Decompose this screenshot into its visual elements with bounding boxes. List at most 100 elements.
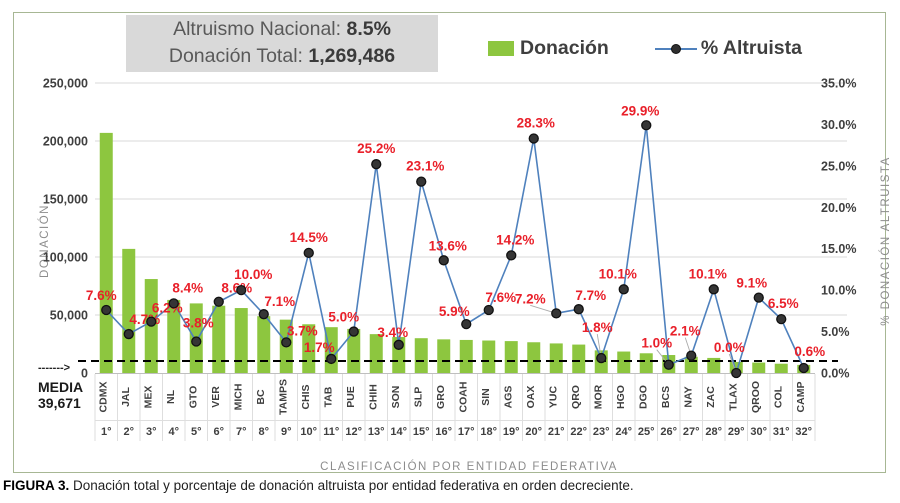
altruista-point [326,353,337,365]
state-label: QROO [750,381,762,413]
percent-label: 7.7% [575,288,606,303]
altruista-point [551,308,562,319]
state-label: JAL [120,386,132,406]
national-summary-box: Altruismo Nacional: 8.5% Donación Total:… [126,15,438,72]
altruista-point [483,304,494,316]
altruista-point [776,313,787,325]
rank-label: 12° [345,426,362,438]
percent-label: 1.8% [582,320,613,335]
state-label: CHIH [367,384,379,410]
donacion-legend-label: Donación [520,37,609,59]
rank-label: 8° [258,426,269,438]
percent-label: 25.2% [357,141,395,156]
x-axis-title: CLASIFICACIÓN POR ENTIDAD FEDERATIVA [320,461,618,473]
total-donation-label: Donación Total: [168,45,309,67]
state-label: GRO [435,385,447,409]
rank-label: 4° [168,426,179,438]
altruista-point [213,296,224,307]
rank-label: 16° [435,426,452,438]
rank-label: 18° [480,426,497,438]
state-label: HGO [615,385,627,409]
altruista-point [168,298,179,309]
altruista-point [753,292,764,303]
state-label: SLP [412,387,424,407]
figure-caption: FIGURA 3. Donación total y porcentaje de… [3,478,897,493]
rank-label: 27° [683,426,700,438]
percent-label: 13.6% [429,238,467,253]
percent-label: 10.1% [689,266,727,281]
rank-label: 2° [123,426,134,438]
altruista-point [371,159,382,170]
media-arrow-icon: -------> [38,362,71,374]
percent-label: 6.5% [768,296,799,311]
state-label: BCS [660,386,672,408]
percent-label: 28.3% [517,116,555,131]
percent-label: 29.9% [621,103,659,118]
right-axis-tick: 35.0% [821,77,856,91]
bar-donacion [459,339,473,373]
state-label: COAH [457,382,469,413]
percent-label: 1.0% [641,336,672,351]
altruista-point [461,318,472,330]
bar-donacion [752,362,766,373]
bar-donacion [167,299,181,373]
right-axis-tick: 5.0% [821,325,850,339]
rank-label: 30° [750,426,767,438]
percent-label: 7.2% [515,291,546,306]
percent-label: 0.6% [794,344,825,359]
state-label: MEX [142,386,154,409]
percent-label: 2.1% [670,324,701,339]
right-axis-tick: 20.0% [821,201,856,215]
bar-donacion [437,339,451,373]
bar-donacion [122,248,136,373]
percent-label: 7.6% [86,288,117,303]
percent-label: 7.6% [485,290,516,305]
rank-label: 28° [705,426,722,438]
bar-donacion [234,308,248,373]
state-label: QRO [570,385,582,409]
rank-label: 31° [773,426,790,438]
right-axis-tick: 15.0% [821,242,856,256]
rank-label: 21° [548,426,565,438]
altruista-point [416,176,427,187]
left-axis-tick: 100,000 [43,251,88,265]
state-label: SIN [480,388,492,406]
state-label: BC [255,389,267,405]
bar-donacion [257,316,271,373]
bar-donacion [774,363,788,373]
state-label: TAB [322,386,334,407]
state-label: VER [210,386,222,408]
national-altruism-label: Altruismo Nacional: [173,18,347,40]
rank-label: 24° [615,426,632,438]
state-label: TLAX [727,383,739,410]
altruista-point [596,352,607,364]
altruista-point [393,339,404,350]
percent-label: 23.1% [406,159,444,174]
state-label: CDMX [97,382,109,413]
bar-donacion [527,342,541,373]
media-annotation: -------> MEDIA 39,671 [38,362,112,412]
altruista-point [663,359,674,370]
rank-label: 26° [660,426,677,438]
altruista-point [303,247,314,259]
altruista-point [258,309,269,320]
rank-label: 20° [525,426,542,438]
bar-donacion [504,341,518,373]
percent-label: 0.0% [714,340,745,355]
percent-label: 14.2% [496,232,534,247]
chart-border-box: Altruismo Nacional: 8.5% Donación Total:… [13,12,892,473]
rank-label: 3° [146,426,157,438]
bar-donacion [369,334,383,373]
altruista-point [618,284,629,295]
altruista-point [686,350,697,361]
rank-label: 15° [413,426,430,438]
state-label: NAY [682,386,694,407]
donacion-legend-swatch-icon [488,41,514,56]
figure-caption-prefix: FIGURA 3. [3,478,70,493]
national-altruism-line: Altruismo Nacional: 8.5% [126,16,438,43]
rank-label: 6° [213,426,224,438]
right-axis-tick: 30.0% [821,118,856,132]
percent-label: 5.0% [328,310,359,325]
left-axis-tick: 250,000 [43,77,88,91]
